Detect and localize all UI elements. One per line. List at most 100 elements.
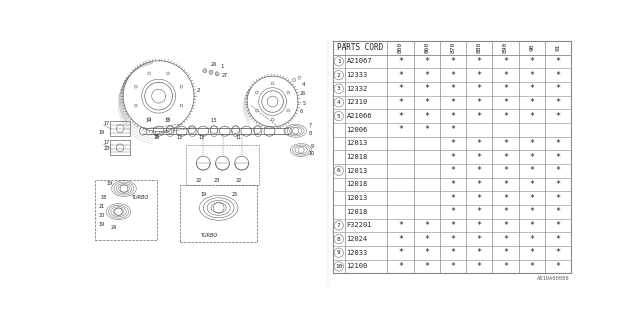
Text: *: * xyxy=(556,207,561,216)
Text: 10: 10 xyxy=(153,135,159,140)
Text: *: * xyxy=(451,71,456,80)
Text: *: * xyxy=(503,235,508,244)
Text: 12013: 12013 xyxy=(346,140,368,147)
Text: 19: 19 xyxy=(99,130,105,135)
Text: 26: 26 xyxy=(211,62,217,67)
Text: 870: 870 xyxy=(451,42,456,53)
Text: *: * xyxy=(424,125,429,134)
Text: *: * xyxy=(556,98,561,107)
Text: 17: 17 xyxy=(103,140,109,145)
Text: *: * xyxy=(477,207,482,216)
Text: *: * xyxy=(503,221,508,230)
Text: 20: 20 xyxy=(103,146,109,151)
Text: *: * xyxy=(556,235,561,244)
Text: *: * xyxy=(556,262,561,271)
Text: 10: 10 xyxy=(335,264,342,269)
Text: *: * xyxy=(451,139,456,148)
Text: *: * xyxy=(477,194,482,203)
Text: 10: 10 xyxy=(308,151,315,156)
Text: A21067: A21067 xyxy=(346,59,372,64)
Text: *: * xyxy=(451,235,456,244)
Text: *: * xyxy=(398,235,403,244)
Text: *: * xyxy=(451,180,456,189)
Text: *: * xyxy=(556,180,561,189)
Text: *: * xyxy=(529,71,534,80)
Text: *: * xyxy=(477,221,482,230)
Text: *: * xyxy=(503,166,508,175)
Text: *: * xyxy=(529,248,534,257)
Text: 4: 4 xyxy=(302,82,305,87)
Text: 5: 5 xyxy=(303,101,306,106)
Text: *: * xyxy=(556,153,561,162)
Text: 12018: 12018 xyxy=(346,154,368,160)
Text: *: * xyxy=(503,98,508,107)
Bar xyxy=(110,140,130,156)
Bar xyxy=(95,180,157,240)
Text: 12018: 12018 xyxy=(346,209,368,215)
Text: 12033: 12033 xyxy=(346,250,368,256)
Text: *: * xyxy=(529,235,534,244)
Text: *: * xyxy=(477,57,482,66)
Text: *: * xyxy=(503,262,508,271)
Text: *: * xyxy=(398,248,403,257)
Text: *: * xyxy=(451,153,456,162)
Text: 18: 18 xyxy=(101,195,107,200)
Text: 1: 1 xyxy=(220,64,224,69)
Text: *: * xyxy=(398,221,403,230)
Text: A010A00089: A010A00089 xyxy=(538,276,570,281)
Text: *: * xyxy=(503,207,508,216)
Text: *: * xyxy=(529,221,534,230)
Text: 23: 23 xyxy=(214,178,220,183)
Text: 26: 26 xyxy=(300,92,306,96)
Text: *: * xyxy=(398,112,403,121)
Text: *: * xyxy=(451,166,456,175)
Text: *: * xyxy=(451,112,456,121)
Text: *: * xyxy=(556,112,561,121)
Text: *: * xyxy=(529,180,534,189)
Text: *: * xyxy=(556,139,561,148)
Text: 90: 90 xyxy=(529,44,534,52)
Text: *: * xyxy=(424,262,429,271)
Text: *: * xyxy=(398,262,403,271)
Text: A21066: A21066 xyxy=(346,113,372,119)
Text: *: * xyxy=(503,153,508,162)
Text: *: * xyxy=(451,84,456,93)
Text: *: * xyxy=(451,57,456,66)
Text: *: * xyxy=(424,84,429,93)
Text: 880: 880 xyxy=(477,42,482,53)
Text: TURBO: TURBO xyxy=(132,195,149,200)
Text: *: * xyxy=(451,207,456,216)
Text: 12006: 12006 xyxy=(346,127,368,133)
Text: 19: 19 xyxy=(201,192,207,197)
Text: 7: 7 xyxy=(337,223,340,228)
Text: 12024: 12024 xyxy=(346,236,368,242)
Text: *: * xyxy=(503,248,508,257)
Text: 25: 25 xyxy=(232,192,238,197)
Text: *: * xyxy=(503,194,508,203)
Text: *: * xyxy=(398,84,403,93)
Text: 5: 5 xyxy=(337,114,340,119)
Text: 11: 11 xyxy=(236,135,242,140)
Text: *: * xyxy=(556,71,561,80)
Text: *: * xyxy=(529,84,534,93)
Text: 91: 91 xyxy=(556,44,561,52)
Text: 15: 15 xyxy=(164,118,171,123)
Text: *: * xyxy=(451,248,456,257)
Text: 12013: 12013 xyxy=(346,168,368,174)
Text: *: * xyxy=(503,57,508,66)
Text: 27: 27 xyxy=(221,73,228,78)
Text: 12100: 12100 xyxy=(346,263,368,269)
Text: *: * xyxy=(477,112,482,121)
Text: *: * xyxy=(451,98,456,107)
Text: 22: 22 xyxy=(236,178,242,183)
Text: *: * xyxy=(529,112,534,121)
Text: *: * xyxy=(556,194,561,203)
Text: *: * xyxy=(503,71,508,80)
Text: PARTS CORD: PARTS CORD xyxy=(337,43,383,52)
Text: *: * xyxy=(451,194,456,203)
Text: 6: 6 xyxy=(337,168,340,173)
Text: 24: 24 xyxy=(111,225,117,230)
Text: *: * xyxy=(529,98,534,107)
Text: 17: 17 xyxy=(103,121,109,126)
Text: *: * xyxy=(556,57,561,66)
